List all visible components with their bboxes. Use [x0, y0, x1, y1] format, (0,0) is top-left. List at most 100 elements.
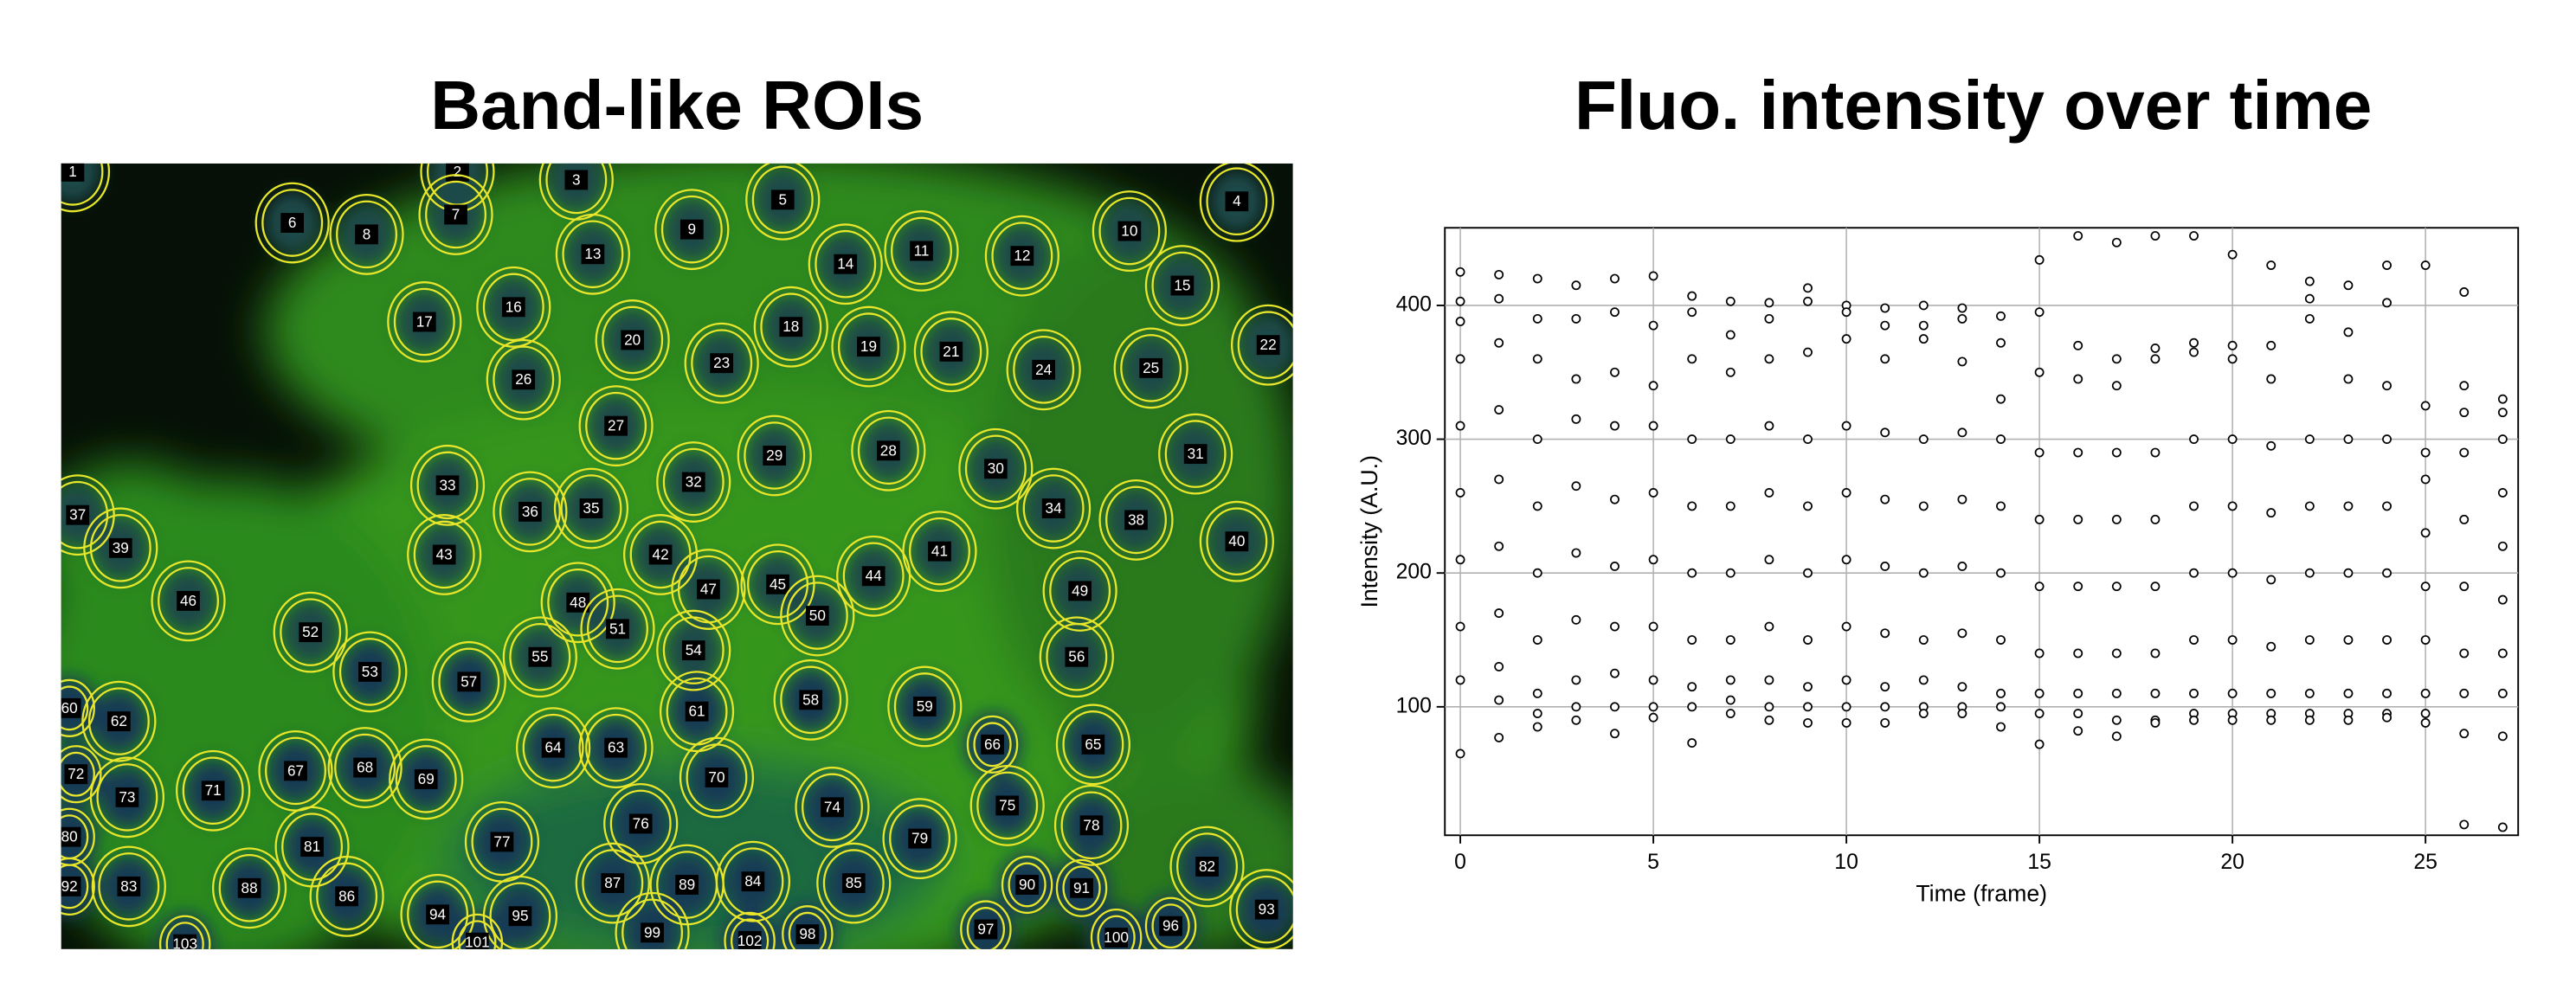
roi-label: 11	[914, 241, 930, 259]
roi-contour	[81, 680, 157, 762]
roi-label-box	[1256, 335, 1280, 356]
roi-contour	[964, 434, 1027, 504]
roi-label-box	[737, 930, 762, 949]
data-point	[2266, 374, 2277, 384]
data-point	[1648, 702, 1658, 712]
roi-contour	[580, 588, 655, 670]
roi-label: 37	[69, 506, 86, 524]
data-point	[1996, 337, 2006, 348]
data-point	[1455, 317, 1465, 326]
roi-label-box	[795, 924, 820, 945]
data-point	[1880, 717, 1890, 728]
data-point	[2150, 717, 2161, 728]
roi-label-box	[983, 459, 1008, 479]
roi-label: 88	[242, 879, 258, 896]
data-point	[1532, 635, 1542, 645]
roi-contour	[489, 882, 551, 949]
roi-contour	[61, 163, 104, 206]
data-point	[2459, 514, 2470, 524]
data-point	[2150, 354, 2161, 364]
roi-contour	[615, 891, 690, 949]
roi-contour	[165, 922, 204, 949]
data-point	[1648, 675, 1658, 685]
roi-contour	[1144, 896, 1197, 949]
roi-label: 77	[493, 832, 510, 850]
roi-contour	[87, 687, 150, 755]
data-point	[2073, 581, 2083, 592]
roi-label: 84	[744, 872, 762, 890]
roi-contour	[182, 756, 244, 826]
roi-contour	[686, 743, 748, 812]
roi-contour	[1097, 915, 1136, 949]
roi-label-box	[300, 837, 324, 858]
roi-label-box	[741, 871, 765, 892]
roi-contour	[837, 312, 899, 381]
roi-label: 58	[802, 691, 819, 708]
data-point	[2343, 280, 2354, 291]
roi-label: 49	[1072, 581, 1088, 599]
roi-label-box	[566, 592, 590, 613]
roi-label: 73	[119, 788, 135, 806]
roi-contour	[395, 745, 457, 813]
data-point	[1725, 709, 1736, 718]
roi-contour	[836, 535, 911, 617]
data-point	[1494, 541, 1504, 551]
data-point	[1494, 695, 1504, 705]
data-point	[2497, 394, 2508, 404]
roi-contour	[281, 813, 344, 881]
data-point	[2420, 260, 2431, 270]
data-point	[2459, 819, 2470, 830]
roi-label: 3	[572, 170, 581, 188]
data-point	[2111, 581, 2122, 592]
data-point	[1571, 548, 1581, 558]
roi-contour	[158, 567, 219, 635]
data-point	[1571, 280, 1581, 291]
data-point	[2420, 635, 2431, 645]
roi-label: 82	[1199, 858, 1215, 875]
data-point	[2111, 447, 2122, 458]
data-point	[1725, 330, 1736, 340]
data-point	[2343, 374, 2354, 384]
data-point	[1455, 621, 1465, 632]
roi-label: 5	[778, 190, 787, 208]
roi-contour	[61, 685, 89, 731]
roi-label-box	[763, 446, 787, 466]
roi-label-box	[61, 163, 85, 182]
data-point	[1648, 621, 1658, 632]
data-point	[1803, 568, 1813, 578]
data-point	[1455, 748, 1465, 759]
data-point	[2304, 688, 2315, 698]
roi-label-box	[412, 312, 436, 332]
data-point	[1725, 501, 1736, 511]
data-point	[2497, 688, 2508, 698]
roi-contour	[1042, 550, 1117, 632]
data-point	[1610, 562, 1620, 571]
data-point	[1687, 635, 1697, 645]
y-tick-label: 300	[1396, 427, 1432, 450]
data-point	[2189, 337, 2199, 348]
data-point	[2420, 401, 2431, 411]
x-tick-label: 15	[2027, 851, 2051, 874]
roi-contour	[555, 213, 630, 295]
roi-contour	[660, 195, 723, 264]
roi-label-box	[1070, 877, 1093, 898]
data-point	[2189, 688, 2199, 698]
roi-label-box	[912, 697, 937, 716]
data-point	[1648, 320, 1658, 331]
roi-contour	[984, 215, 1059, 297]
data-point	[2034, 648, 2045, 659]
roi-label: 90	[1019, 876, 1035, 893]
roi-label-box	[115, 787, 139, 807]
roi-contour	[622, 514, 699, 595]
data-point	[1957, 682, 1967, 692]
data-point	[2459, 648, 2470, 659]
data-point	[1455, 675, 1465, 685]
roi-label: 38	[1128, 511, 1144, 528]
roi-contour	[909, 517, 970, 586]
roi-label: 43	[436, 545, 453, 562]
roi-contour	[602, 305, 664, 375]
roi-label-box	[910, 241, 933, 261]
roi-contour	[960, 900, 1012, 949]
roi-label-box	[1159, 916, 1182, 936]
roi-label-box	[465, 932, 489, 949]
